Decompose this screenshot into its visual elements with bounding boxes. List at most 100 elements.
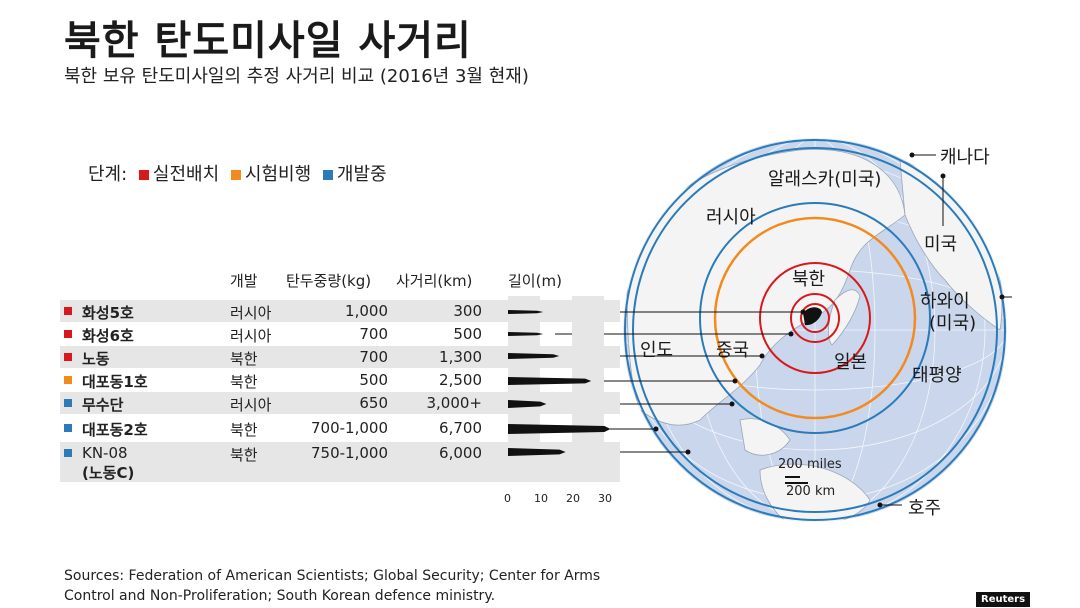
label-japan: 일본 — [834, 352, 868, 373]
legend-label-developing: 개발중 — [336, 164, 387, 185]
reuters-credit: Reuters — [976, 592, 1031, 607]
missile-payload: 500 — [359, 371, 388, 389]
status-marker — [64, 307, 72, 315]
legend-label-deployed: 실전배치 — [152, 164, 220, 185]
missile-name-alt: (노동C) — [82, 464, 135, 482]
missile-name: 화성6호 — [82, 327, 134, 345]
missile-name: 대포동1호 — [82, 373, 148, 391]
leader-dot — [759, 353, 765, 359]
table-row: 노동 북한 700 1,300 — [60, 346, 620, 368]
status-marker — [64, 399, 72, 407]
label-pacific: 태평양 — [912, 365, 962, 386]
status-marker — [64, 353, 72, 361]
missile-silhouette — [508, 400, 547, 408]
status-marker — [64, 330, 72, 338]
missile-range: 6,000 — [439, 444, 482, 462]
legend-swatch-developing — [322, 170, 333, 180]
label-canada: 캐나다 — [940, 147, 990, 168]
label-north-korea: 북한 — [792, 269, 826, 290]
sources-note: Sources: Federation of American Scientis… — [64, 568, 601, 604]
length-band — [572, 296, 604, 482]
legend-prefix: 단계: — [88, 164, 128, 185]
missile-range: 2,500 — [439, 371, 482, 389]
leader-dot — [788, 331, 794, 337]
leader-dot — [653, 426, 659, 432]
place-callouts — [880, 154, 1012, 506]
range-circle-musudan — [699, 202, 931, 434]
missile-payload: 1,000 — [345, 302, 388, 320]
length-tick: 10 — [534, 492, 548, 505]
status-marker — [64, 449, 72, 457]
missile-payload: 650 — [359, 394, 388, 412]
label-hawaii-country: (미국) — [929, 313, 977, 334]
missile-developer: 러시아 — [230, 304, 272, 322]
missile-silhouette — [508, 424, 610, 434]
length-chart — [508, 296, 610, 482]
label-india: 인도 — [640, 340, 674, 361]
missile-range: 1,300 — [439, 348, 482, 366]
missile-name: 화성5호 — [82, 304, 134, 322]
table-row: 무수단 러시아 650 3,000+ — [60, 392, 620, 414]
missile-payload: 750-1,000 — [311, 444, 388, 462]
label-alaska: 알래스카(미국) — [768, 169, 882, 190]
header-developer: 개발 — [230, 272, 258, 290]
missile-name: KN-08 — [82, 444, 128, 462]
page-subtitle: 북한 보유 탄도미사일의 추정 사거리 비교 (2016년 3월 현재) — [64, 66, 529, 87]
leader-dot — [729, 401, 735, 407]
missile-developer: 북한 — [230, 446, 258, 464]
missile-developer: 북한 — [230, 421, 258, 439]
status-marker — [64, 376, 72, 384]
missile-silhouette — [508, 332, 544, 336]
landmass-japan — [828, 289, 861, 346]
range-circle-hwasong5 — [800, 303, 830, 333]
missile-payload: 700 — [359, 348, 388, 366]
range-circle-nodong — [759, 262, 871, 374]
missile-payload: 700 — [359, 325, 388, 343]
leader-dot — [732, 378, 738, 384]
missile-payload: 700-1,000 — [311, 419, 388, 437]
scale-bar — [785, 476, 808, 484]
page-title: 북한 탄도미사일 사거리 — [64, 18, 472, 64]
label-russia: 러시아 — [706, 207, 756, 228]
table-row: 화성5호 러시아 1,000 300 — [60, 300, 620, 322]
header-length: 길이(m) — [508, 272, 562, 290]
missile-silhouette — [508, 353, 560, 359]
missile-developer: 북한 — [230, 373, 258, 391]
length-tick: 30 — [598, 492, 612, 505]
callout-dot — [877, 502, 883, 508]
missile-silhouette — [508, 448, 566, 456]
range-circle-hwasong6 — [790, 293, 840, 343]
scale-label-km: 200 km — [786, 484, 836, 499]
missile-name: 무수단 — [82, 396, 124, 414]
scale-label-miles: 200 miles — [778, 457, 842, 472]
missile-range: 300 — [453, 302, 482, 320]
leader-dot — [800, 309, 806, 315]
label-australia: 호주 — [908, 498, 942, 519]
header-range: 사거리(km) — [396, 272, 473, 290]
callout-dot — [909, 152, 915, 158]
leader-dot — [685, 449, 691, 455]
callout-dot — [999, 294, 1005, 300]
table-row: 대포동1호 북한 500 2,500 — [60, 369, 620, 391]
missile-range: 3,000+ — [426, 394, 482, 412]
missile-developer: 러시아 — [230, 327, 272, 345]
missile-developer: 북한 — [230, 350, 258, 368]
missile-silhouette — [508, 377, 592, 385]
range-circle-taepodong2 — [624, 139, 1006, 521]
legend-swatch-deployed — [138, 170, 149, 180]
length-tick: 0 — [504, 492, 511, 505]
callout-dot — [940, 173, 946, 179]
missile-name: 노동 — [82, 350, 110, 368]
status-legend: 단계: 실전배치 시험비행 개발중 — [88, 160, 387, 186]
legend-swatch-tested — [230, 170, 241, 180]
label-usa: 미국 — [924, 234, 958, 255]
header-payload: 탄두중량(kg) — [286, 272, 372, 290]
table-row: 대포동2호 북한 700-1,000 6,700 — [60, 417, 620, 439]
range-circle-taepodong1 — [713, 216, 917, 420]
landmass-southeast-asia — [739, 418, 791, 456]
length-tick: 20 — [566, 492, 580, 505]
range-circle-kn08 — [632, 147, 998, 513]
missile-developer: 러시아 — [230, 396, 272, 414]
missile-range: 500 — [453, 325, 482, 343]
